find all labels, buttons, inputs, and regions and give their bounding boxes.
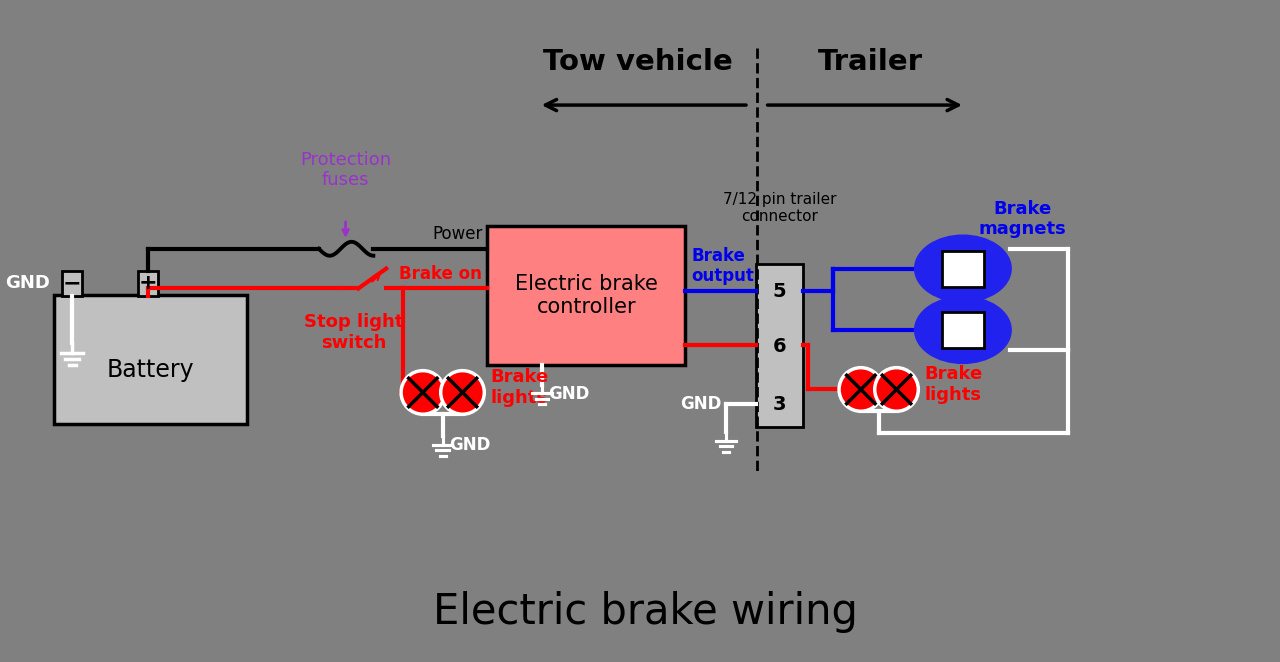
Text: 3: 3 xyxy=(773,395,786,414)
Text: GND: GND xyxy=(548,385,589,402)
Text: Brake
magnets: Brake magnets xyxy=(978,200,1066,238)
Bar xyxy=(138,271,159,297)
Text: Power: Power xyxy=(431,225,483,243)
Bar xyxy=(942,251,984,287)
Bar xyxy=(63,271,82,297)
Text: Stop light
switch: Stop light switch xyxy=(303,313,403,352)
Text: GND: GND xyxy=(5,275,50,293)
Circle shape xyxy=(440,371,484,414)
Text: Battery: Battery xyxy=(106,357,195,382)
Text: GND: GND xyxy=(680,395,721,413)
Circle shape xyxy=(401,371,444,414)
Ellipse shape xyxy=(915,236,1010,301)
Text: Protection
fuses: Protection fuses xyxy=(300,150,392,189)
Circle shape xyxy=(874,367,918,411)
Ellipse shape xyxy=(915,297,1010,363)
Text: Brake on: Brake on xyxy=(399,265,483,283)
Text: Brake
lights: Brake lights xyxy=(490,368,549,407)
Circle shape xyxy=(840,367,883,411)
Text: 5: 5 xyxy=(773,282,786,301)
Text: Trailer: Trailer xyxy=(818,48,923,77)
Text: Brake
output: Brake output xyxy=(691,247,754,285)
Text: 7/12 pin trailer
connector: 7/12 pin trailer connector xyxy=(723,191,836,224)
Bar xyxy=(54,295,247,424)
Text: 6: 6 xyxy=(773,338,786,356)
Text: Electric brake wiring: Electric brake wiring xyxy=(434,591,859,634)
Bar xyxy=(755,263,804,427)
Bar xyxy=(488,226,686,365)
Text: Tow vehicle: Tow vehicle xyxy=(543,48,732,77)
Text: Electric brake
controller: Electric brake controller xyxy=(515,273,658,317)
Text: Brake
lights: Brake lights xyxy=(924,365,983,404)
Text: GND: GND xyxy=(448,436,490,454)
Text: +: + xyxy=(140,273,157,293)
Bar xyxy=(942,312,984,348)
Text: −: − xyxy=(63,273,82,293)
